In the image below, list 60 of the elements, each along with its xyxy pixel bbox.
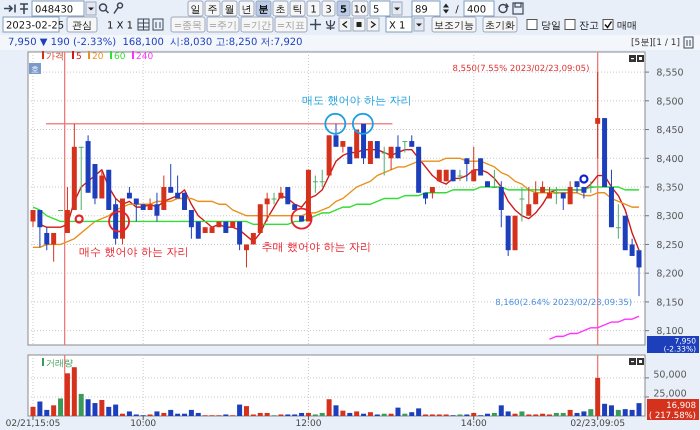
- annotation: 매수 했어야 하는 자리: [78, 245, 188, 258]
- y-tick-label: 50,000: [653, 369, 687, 380]
- text: 048430: [35, 4, 74, 16]
- text: =종목: [174, 20, 202, 32]
- y-tick-label: 8,200: [656, 268, 684, 280]
- text: [5분][1 / 1]: [631, 38, 680, 48]
- x-tick-label: 02/23,09:05: [570, 419, 626, 429]
- y-tick-label: 8,450: [656, 125, 684, 136]
- text: 1: [310, 4, 317, 16]
- text: =지표: [276, 20, 306, 32]
- text: 보조기능: [434, 20, 474, 32]
- text: 일: [190, 4, 200, 16]
- legend-label: 60: [114, 52, 126, 62]
- text: 89: [415, 4, 428, 16]
- text: 분: [258, 4, 268, 16]
- annotation: 추매 했어야 하는 자리: [261, 240, 371, 254]
- text: 5: [340, 4, 348, 16]
- annotation: 호: [31, 65, 39, 74]
- text: 1 X 1: [107, 20, 133, 32]
- legend-label: 20: [92, 52, 104, 62]
- y-tick-label: 25,000: [653, 388, 687, 400]
- text: 16,908: [666, 401, 696, 411]
- y-tick-label: 8,350: [656, 182, 684, 194]
- text: 400: [467, 4, 486, 16]
- text: =기간: [242, 20, 272, 32]
- text: 매매: [617, 20, 637, 32]
- x-tick-label: 12:00: [295, 419, 322, 429]
- text: 주: [208, 4, 218, 16]
- y-tick-label: 8,500: [656, 96, 684, 108]
- text: 관심: [72, 20, 92, 32]
- text: 초: [276, 4, 286, 16]
- chart-subtitle: 7,950 ▼ 190 (-2.33%) 168,100 시:8,030 고:8,250 저:7,920: [8, 37, 303, 48]
- annotation: 매도 했어야 하는 자리: [302, 94, 412, 107]
- text: 당일: [541, 20, 561, 32]
- y-tick-label: 8,300: [656, 211, 684, 222]
- text: 월: [224, 4, 234, 16]
- x-tick-label: 10:00: [130, 419, 156, 429]
- text: ( 217.58%): [648, 411, 696, 421]
- text: 5: [373, 4, 380, 16]
- legend-label: 240: [136, 52, 154, 62]
- y-tick-label: 8,100: [656, 326, 684, 338]
- y-tick-label: 8,550: [656, 68, 684, 79]
- text: 2023-02-25: [6, 20, 64, 32]
- x-tick-label: 02/21,15:05: [6, 419, 60, 429]
- text: 10: [354, 4, 366, 16]
- annotation: 8,550(7.55% 2023/02/23,09:05): [452, 64, 590, 74]
- text: 초기화: [485, 20, 515, 32]
- text: 틱: [292, 4, 302, 16]
- text: 잔고: [579, 20, 599, 32]
- legend-label: 5: [76, 52, 82, 62]
- y-tick-label: 8,150: [656, 297, 684, 308]
- text: /: [455, 4, 460, 16]
- text: =주기: [208, 20, 238, 32]
- y-tick-label: 8,400: [656, 154, 684, 165]
- text: 년: [242, 4, 252, 16]
- x-tick-label: 14:00: [460, 419, 487, 429]
- legend-label: 가격: [46, 52, 64, 62]
- y-tick-label: 8,250: [656, 240, 684, 251]
- text: X 1: [389, 20, 406, 32]
- text: 3: [325, 4, 332, 16]
